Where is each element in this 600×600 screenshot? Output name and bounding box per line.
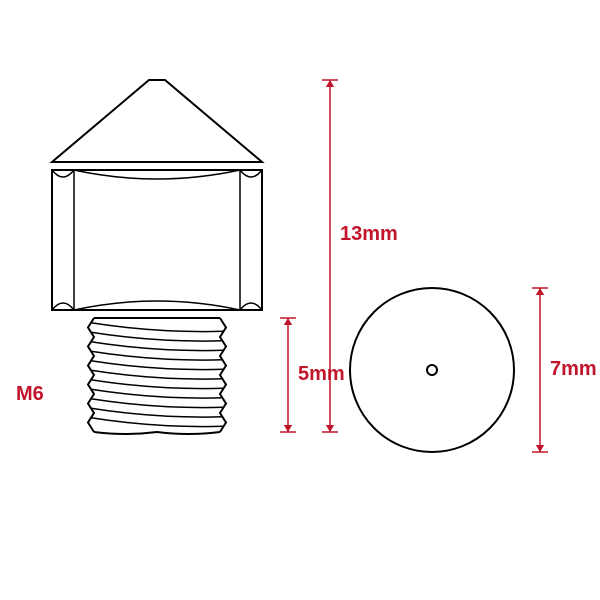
dim-overall-height-label: 13mm bbox=[340, 223, 398, 245]
dim-diameter: 7mm bbox=[532, 288, 597, 452]
dim-thread-height: 5mm bbox=[280, 318, 345, 432]
nozzle-top-view bbox=[350, 288, 514, 452]
nozzle-diagram: 13mm 5mm 7mm M6 bbox=[0, 0, 600, 600]
dim-thread-spec-label: M6 bbox=[16, 383, 44, 405]
dim-diameter-label: 7mm bbox=[550, 358, 597, 380]
nozzle-side-view bbox=[52, 80, 262, 434]
dim-thread-height-label: 5mm bbox=[298, 363, 345, 385]
